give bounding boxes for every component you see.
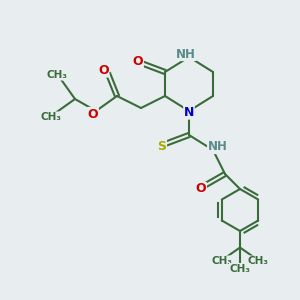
Text: CH₃: CH₃ <box>248 256 268 266</box>
Text: O: O <box>196 182 206 196</box>
Text: CH₃: CH₃ <box>46 70 68 80</box>
Text: S: S <box>158 140 166 154</box>
Text: NH: NH <box>208 140 227 154</box>
Text: CH₃: CH₃ <box>40 112 61 122</box>
Text: NH: NH <box>176 47 196 61</box>
Text: CH₃: CH₃ <box>212 256 233 266</box>
Text: O: O <box>133 55 143 68</box>
Text: CH₃: CH₃ <box>230 263 250 274</box>
Text: O: O <box>98 64 109 77</box>
Text: O: O <box>88 107 98 121</box>
Text: N: N <box>184 106 194 119</box>
